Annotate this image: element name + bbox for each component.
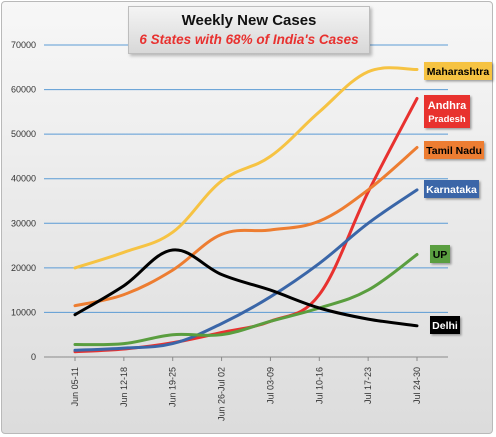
- axes: 0 10000 20000 30000 40000 50000 60000 70000 Jun …: [11, 40, 448, 421]
- x-tick-label: Jul 17-23: [363, 367, 373, 404]
- x-tick-label: Jun 19-25: [168, 367, 178, 407]
- series-label-box: [430, 316, 460, 334]
- series-label-karnataka: Karnataka: [424, 180, 479, 198]
- series-label-up: UP: [430, 245, 450, 263]
- series-label-box: [424, 141, 484, 159]
- series-label-delhi: Delhi: [430, 316, 460, 334]
- chart-subtitle: 6 States with 68% of India's Cases: [139, 32, 359, 47]
- gridlines: [44, 44, 448, 313]
- series-label-box: [424, 95, 470, 128]
- series-line-up: [73, 253, 419, 347]
- series-label-tamil-nadu: Tamil Nadu: [424, 141, 484, 159]
- y-tick-label: 20000: [11, 263, 36, 273]
- series-line-delhi: [73, 248, 419, 328]
- y-tick-label: 60000: [11, 85, 36, 95]
- series-label-text: Karnataka: [426, 184, 477, 196]
- series-label-box: [424, 180, 479, 198]
- series-label-andhra-pradesh: Andhra Pradesh: [424, 95, 470, 128]
- series-label-box: [430, 245, 450, 263]
- series-line-tamil-nadu: [73, 146, 419, 308]
- y-tick-label: 70000: [11, 40, 36, 50]
- series-label-text: Tamil Nadu: [426, 145, 482, 157]
- y-tick-label: 50000: [11, 129, 36, 139]
- x-tick-label: Jun 26-Jul 02: [217, 367, 227, 421]
- series-lines: [73, 66, 419, 354]
- series-label-text: Pradesh: [428, 114, 466, 125]
- series-labels: Maharashtra Andhra Pradesh Tamil Nadu Karnat…: [424, 62, 492, 334]
- title-box: Weekly New Cases 6 States with 68% of In…: [128, 6, 370, 54]
- y-tick-label: 30000: [11, 218, 36, 228]
- x-tick-label: Jun 05-11: [70, 367, 80, 406]
- series-label-text: Maharashtra: [427, 66, 490, 78]
- x-tick-label: Jul 03-09: [265, 367, 275, 404]
- y-tick-label: 40000: [11, 174, 36, 184]
- series-line-karnataka: [73, 188, 419, 352]
- series-label-text: UP: [433, 249, 448, 261]
- series-label-text: Delhi: [432, 320, 458, 332]
- series-label-maharashtra: Maharashtra: [424, 62, 492, 80]
- x-tick-label: Jul 10-16: [314, 367, 324, 404]
- x-tick-label: Jul 24-30: [412, 367, 422, 404]
- series-label-text: Andhra: [428, 100, 467, 112]
- series-label-box: [424, 62, 492, 80]
- chart-title: Weekly New Cases: [181, 12, 317, 29]
- series-line-maharashtra: [73, 66, 419, 270]
- y-tick-label: 10000: [11, 307, 36, 317]
- y-tick-label: 0: [31, 352, 36, 362]
- x-tick-label: Jun 12-18: [119, 367, 129, 407]
